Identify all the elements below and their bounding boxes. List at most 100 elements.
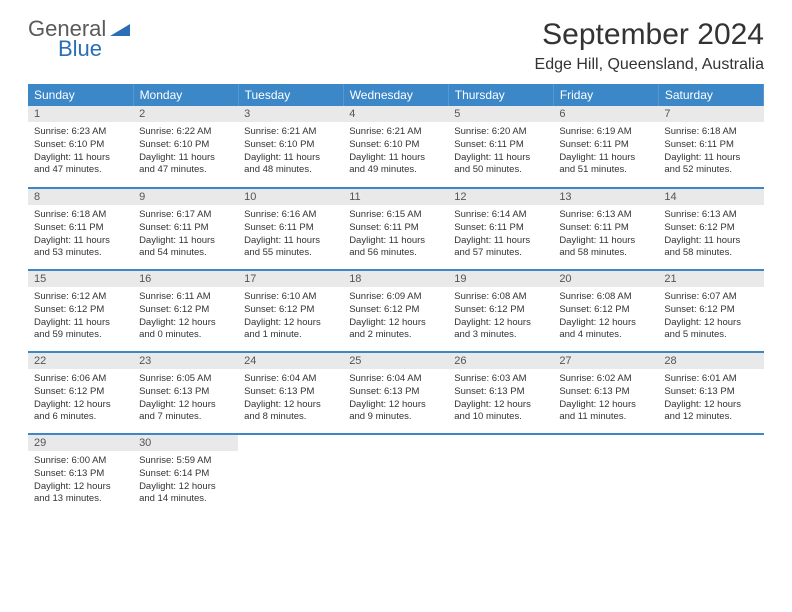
weekday-header-row: Sunday Monday Tuesday Wednesday Thursday…	[28, 84, 764, 106]
daylight-line: Daylight: 12 hours and 8 minutes.	[244, 399, 337, 425]
day-number: 6	[553, 106, 658, 122]
daylight-line: Daylight: 11 hours and 52 minutes.	[664, 152, 757, 178]
day-number: 1	[28, 106, 133, 122]
title-block: September 2024 Edge Hill, Queensland, Au…	[535, 18, 764, 74]
day-number: 28	[658, 353, 763, 369]
day-number: 12	[448, 189, 553, 205]
day-body: Sunrise: 6:19 AMSunset: 6:11 PMDaylight:…	[553, 122, 658, 183]
sunset-line: Sunset: 6:12 PM	[454, 304, 547, 317]
sunrise-line: Sunrise: 6:11 AM	[139, 291, 232, 304]
sunset-line: Sunset: 6:12 PM	[34, 386, 127, 399]
sunset-line: Sunset: 6:13 PM	[454, 386, 547, 399]
calendar-cell: 3Sunrise: 6:21 AMSunset: 6:10 PMDaylight…	[238, 106, 343, 188]
day-body: Sunrise: 6:07 AMSunset: 6:12 PMDaylight:…	[658, 287, 763, 348]
sunset-line: Sunset: 6:11 PM	[244, 222, 337, 235]
sunrise-line: Sunrise: 6:19 AM	[559, 126, 652, 139]
calendar-cell: 4Sunrise: 6:21 AMSunset: 6:10 PMDaylight…	[343, 106, 448, 188]
weekday-header: Saturday	[658, 84, 763, 106]
sunrise-line: Sunrise: 6:20 AM	[454, 126, 547, 139]
sunrise-line: Sunrise: 6:04 AM	[349, 373, 442, 386]
calendar-row: 22Sunrise: 6:06 AMSunset: 6:12 PMDayligh…	[28, 352, 764, 434]
sunset-line: Sunset: 6:11 PM	[454, 139, 547, 152]
sunrise-line: Sunrise: 6:15 AM	[349, 209, 442, 222]
day-number: 22	[28, 353, 133, 369]
brand-text: General Blue	[28, 18, 130, 60]
calendar-cell: 9Sunrise: 6:17 AMSunset: 6:11 PMDaylight…	[133, 188, 238, 270]
day-body: Sunrise: 6:17 AMSunset: 6:11 PMDaylight:…	[133, 205, 238, 266]
sunrise-line: Sunrise: 6:18 AM	[664, 126, 757, 139]
sunset-line: Sunset: 6:11 PM	[139, 222, 232, 235]
day-number: 11	[343, 189, 448, 205]
day-number: 2	[133, 106, 238, 122]
day-number: 29	[28, 435, 133, 451]
weekday-header: Tuesday	[238, 84, 343, 106]
day-body: Sunrise: 6:04 AMSunset: 6:13 PMDaylight:…	[343, 369, 448, 430]
sunrise-line: Sunrise: 6:18 AM	[34, 209, 127, 222]
day-number: 10	[238, 189, 343, 205]
day-body: Sunrise: 6:10 AMSunset: 6:12 PMDaylight:…	[238, 287, 343, 348]
day-body: Sunrise: 6:06 AMSunset: 6:12 PMDaylight:…	[28, 369, 133, 430]
sunrise-line: Sunrise: 6:21 AM	[349, 126, 442, 139]
sunset-line: Sunset: 6:13 PM	[349, 386, 442, 399]
calendar-cell: 19Sunrise: 6:08 AMSunset: 6:12 PMDayligh…	[448, 270, 553, 352]
day-number: 16	[133, 271, 238, 287]
daylight-line: Daylight: 11 hours and 55 minutes.	[244, 235, 337, 261]
weekday-header: Thursday	[448, 84, 553, 106]
month-title: September 2024	[535, 18, 764, 52]
daylight-line: Daylight: 11 hours and 49 minutes.	[349, 152, 442, 178]
daylight-line: Daylight: 12 hours and 2 minutes.	[349, 317, 442, 343]
sunset-line: Sunset: 6:11 PM	[34, 222, 127, 235]
calendar-cell: 29Sunrise: 6:00 AMSunset: 6:13 PMDayligh…	[28, 434, 133, 516]
weekday-header: Wednesday	[343, 84, 448, 106]
daylight-line: Daylight: 11 hours and 50 minutes.	[454, 152, 547, 178]
sunrise-line: Sunrise: 6:08 AM	[454, 291, 547, 304]
sunrise-line: Sunrise: 6:00 AM	[34, 455, 127, 468]
day-body: Sunrise: 6:02 AMSunset: 6:13 PMDaylight:…	[553, 369, 658, 430]
day-number: 24	[238, 353, 343, 369]
day-body: Sunrise: 6:08 AMSunset: 6:12 PMDaylight:…	[448, 287, 553, 348]
sunset-line: Sunset: 6:11 PM	[349, 222, 442, 235]
sunrise-line: Sunrise: 6:13 AM	[664, 209, 757, 222]
calendar-cell: 12Sunrise: 6:14 AMSunset: 6:11 PMDayligh…	[448, 188, 553, 270]
day-number: 25	[343, 353, 448, 369]
sunrise-line: Sunrise: 6:01 AM	[664, 373, 757, 386]
calendar-cell: 11Sunrise: 6:15 AMSunset: 6:11 PMDayligh…	[343, 188, 448, 270]
daylight-line: Daylight: 11 hours and 48 minutes.	[244, 152, 337, 178]
daylight-line: Daylight: 12 hours and 4 minutes.	[559, 317, 652, 343]
day-body: Sunrise: 6:04 AMSunset: 6:13 PMDaylight:…	[238, 369, 343, 430]
day-number: 13	[553, 189, 658, 205]
day-body: Sunrise: 6:16 AMSunset: 6:11 PMDaylight:…	[238, 205, 343, 266]
sunset-line: Sunset: 6:10 PM	[349, 139, 442, 152]
day-number: 7	[658, 106, 763, 122]
daylight-line: Daylight: 12 hours and 1 minute.	[244, 317, 337, 343]
calendar-cell: 28Sunrise: 6:01 AMSunset: 6:13 PMDayligh…	[658, 352, 763, 434]
day-number: 30	[133, 435, 238, 451]
day-body: Sunrise: 6:15 AMSunset: 6:11 PMDaylight:…	[343, 205, 448, 266]
day-number: 27	[553, 353, 658, 369]
calendar-cell: 1Sunrise: 6:23 AMSunset: 6:10 PMDaylight…	[28, 106, 133, 188]
day-body: Sunrise: 6:20 AMSunset: 6:11 PMDaylight:…	[448, 122, 553, 183]
day-body: Sunrise: 6:22 AMSunset: 6:10 PMDaylight:…	[133, 122, 238, 183]
day-body: Sunrise: 6:00 AMSunset: 6:13 PMDaylight:…	[28, 451, 133, 512]
weekday-header: Friday	[553, 84, 658, 106]
day-body: Sunrise: 6:13 AMSunset: 6:12 PMDaylight:…	[658, 205, 763, 266]
day-body: Sunrise: 5:59 AMSunset: 6:14 PMDaylight:…	[133, 451, 238, 512]
day-number: 3	[238, 106, 343, 122]
day-body: Sunrise: 6:14 AMSunset: 6:11 PMDaylight:…	[448, 205, 553, 266]
sunrise-line: Sunrise: 6:06 AM	[34, 373, 127, 386]
sunrise-line: Sunrise: 6:04 AM	[244, 373, 337, 386]
day-number: 14	[658, 189, 763, 205]
sunset-line: Sunset: 6:11 PM	[559, 222, 652, 235]
sunset-line: Sunset: 6:12 PM	[349, 304, 442, 317]
calendar-cell	[343, 434, 448, 516]
daylight-line: Daylight: 12 hours and 0 minutes.	[139, 317, 232, 343]
location-text: Edge Hill, Queensland, Australia	[535, 56, 764, 74]
day-number: 8	[28, 189, 133, 205]
sunset-line: Sunset: 6:13 PM	[244, 386, 337, 399]
day-number: 20	[553, 271, 658, 287]
calendar-cell: 21Sunrise: 6:07 AMSunset: 6:12 PMDayligh…	[658, 270, 763, 352]
page-header: General Blue September 2024 Edge Hill, Q…	[28, 18, 764, 74]
sunset-line: Sunset: 6:13 PM	[559, 386, 652, 399]
daylight-line: Daylight: 12 hours and 11 minutes.	[559, 399, 652, 425]
calendar-cell: 15Sunrise: 6:12 AMSunset: 6:12 PMDayligh…	[28, 270, 133, 352]
